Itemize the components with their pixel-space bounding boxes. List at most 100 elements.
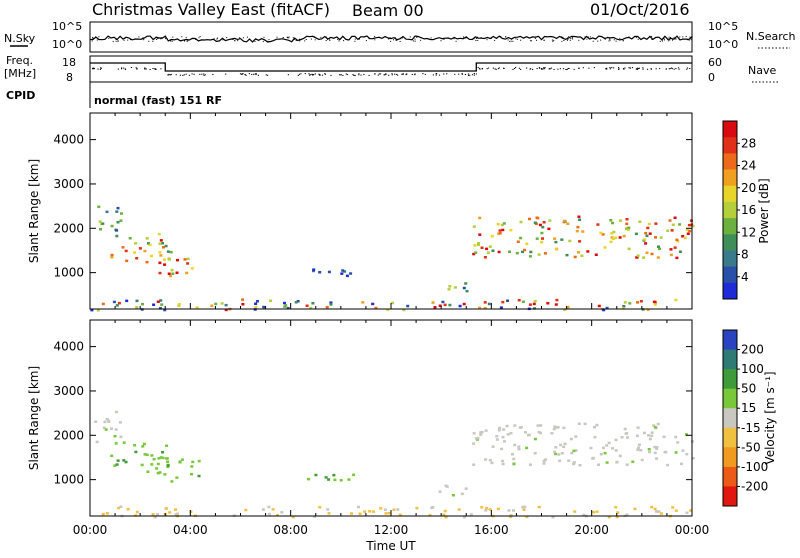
nave-point [665, 68, 667, 70]
echo-cell [178, 460, 182, 463]
echo-cell [458, 304, 462, 308]
nave-point [185, 73, 187, 75]
echo-cell [656, 256, 660, 259]
echo-cell [653, 451, 657, 455]
freq-label-line2: [MHz] [4, 67, 36, 80]
echo-cell [135, 306, 139, 309]
echo-cell [578, 218, 582, 221]
echo-cell [358, 512, 362, 515]
echo-cell [487, 302, 491, 306]
nave-point [479, 67, 481, 69]
noise-search-point [222, 39, 224, 41]
echo-cell [244, 508, 248, 512]
nave-point [383, 74, 385, 76]
noise-search-point [546, 36, 547, 38]
noise-tick-low-right: 10^0 [708, 38, 738, 51]
nave-point [287, 74, 289, 76]
echo-cell [415, 506, 419, 510]
echo-cell [115, 210, 119, 213]
echo-cell [119, 505, 123, 508]
noise-search-point [689, 36, 691, 38]
nave-point [312, 74, 314, 76]
noise-search-point [389, 37, 391, 39]
echo-cell [578, 240, 582, 243]
noise-search-point [299, 40, 301, 42]
echo-cell [307, 477, 311, 481]
echo-cell [567, 459, 571, 462]
echo-cell [457, 508, 461, 511]
noise-search-point [198, 37, 200, 39]
noise-search-point [276, 36, 278, 38]
nave-point [631, 67, 634, 69]
nave-point [605, 68, 607, 70]
nave-point [475, 73, 477, 75]
colorbar-swatch [723, 408, 737, 429]
echo-cell [363, 510, 367, 513]
freq-tick-high: 18 [62, 56, 76, 69]
noise-search-point [288, 36, 290, 38]
noise-search-point [505, 36, 507, 38]
noise-search-point [327, 38, 329, 40]
echo-cell [540, 241, 544, 244]
echo-cell [122, 441, 126, 444]
echo-cell [241, 298, 245, 301]
echo-cell [689, 509, 693, 512]
nave-point [622, 68, 625, 70]
echo-cell [214, 302, 218, 306]
noise-search-point [158, 37, 160, 39]
nave-point [544, 67, 546, 69]
echo-cell [114, 428, 118, 431]
echo-cell [650, 505, 654, 509]
echo-cell [110, 255, 114, 259]
noise-search-point [320, 36, 322, 38]
nave-point [121, 68, 123, 70]
echo-cell [210, 304, 214, 307]
noise-search-point [597, 40, 599, 42]
echo-cell [325, 305, 329, 309]
noise-search-point [473, 38, 475, 40]
nave-point [100, 67, 102, 69]
echo-cell [472, 463, 476, 466]
echo-cell [553, 450, 557, 454]
cpid-value: normal (fast) 151 RF [94, 94, 222, 107]
noise-search-point [304, 40, 306, 42]
echo-cell [480, 506, 484, 509]
echo-cell [655, 457, 659, 460]
echo-cell [671, 506, 675, 509]
echo-cell [488, 459, 492, 462]
colorbar-tick-label: 24 [741, 159, 756, 173]
noise-search-point [639, 37, 641, 39]
echo-cell [156, 462, 160, 466]
echo-cell [110, 427, 113, 430]
echo-cell [611, 221, 614, 225]
nave-point [201, 73, 203, 75]
echo-cell [669, 253, 673, 257]
echo-cell [495, 435, 499, 438]
nave-point [637, 68, 640, 70]
echo-cell [472, 252, 476, 256]
echo-cell [126, 508, 130, 511]
noise-search-point [141, 37, 143, 39]
echo-cell [498, 426, 502, 430]
echo-cell [595, 423, 599, 427]
nave-point [675, 68, 677, 70]
echo-cell [556, 426, 560, 429]
nave-point [324, 73, 326, 75]
echo-cell [653, 507, 657, 511]
echo-cell [645, 234, 649, 238]
echo-cell [165, 457, 169, 460]
nave-point [678, 68, 680, 70]
nave-point [193, 73, 195, 75]
echo-cell [523, 248, 527, 252]
echo-cell [554, 247, 558, 251]
nave-point [339, 74, 341, 76]
noise-search-point [659, 40, 661, 42]
echo-cell [147, 242, 150, 245]
echo-cell [533, 307, 536, 310]
noise-search-point [622, 40, 624, 42]
echo-cell [162, 258, 166, 261]
noise-search-point [413, 40, 415, 42]
echo-cell [101, 222, 105, 225]
noise-search-point [651, 36, 653, 38]
colorbar-tick-label: -200 [741, 479, 768, 493]
